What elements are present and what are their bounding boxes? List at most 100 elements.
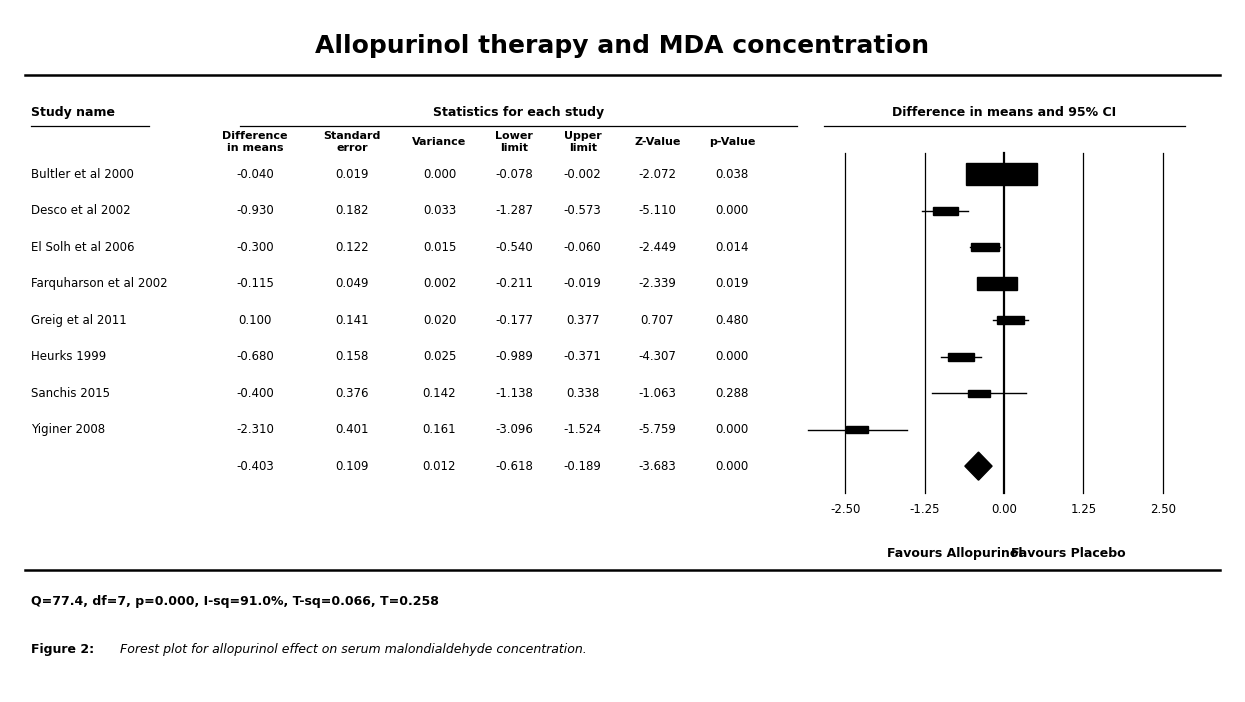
Text: 2.50: 2.50 — [1150, 503, 1175, 516]
Text: -0.115: -0.115 — [237, 277, 274, 290]
Text: 0.122: 0.122 — [335, 241, 370, 253]
Text: -0.300: -0.300 — [237, 241, 274, 253]
Bar — [966, 163, 1037, 185]
Text: Favours Placebo: Favours Placebo — [1011, 548, 1125, 560]
Text: 0.012: 0.012 — [423, 460, 456, 472]
Text: Lower
limit: Lower limit — [496, 131, 533, 152]
Text: 0.158: 0.158 — [336, 350, 369, 363]
Text: 0.025: 0.025 — [423, 350, 456, 363]
Text: -0.040: -0.040 — [237, 168, 274, 180]
Text: -3.683: -3.683 — [639, 460, 676, 472]
Text: 0.019: 0.019 — [336, 168, 369, 180]
Text: 0.182: 0.182 — [336, 204, 369, 217]
Text: -5.110: -5.110 — [639, 204, 676, 217]
Text: 0.002: 0.002 — [423, 277, 456, 290]
Text: -0.371: -0.371 — [564, 350, 601, 363]
Text: -2.072: -2.072 — [639, 168, 676, 180]
Text: 0.109: 0.109 — [336, 460, 369, 472]
Text: -3.096: -3.096 — [496, 423, 533, 436]
Bar — [997, 316, 1023, 324]
Text: -0.019: -0.019 — [564, 277, 601, 290]
Text: 0.000: 0.000 — [423, 168, 456, 180]
Text: 0.707: 0.707 — [641, 314, 674, 326]
Text: Allopurinol therapy and MDA concentration: Allopurinol therapy and MDA concentratio… — [315, 34, 930, 58]
Text: -2.449: -2.449 — [639, 241, 676, 253]
Text: -0.400: -0.400 — [237, 387, 274, 399]
Text: 0.049: 0.049 — [336, 277, 369, 290]
Text: Heurks 1999: Heurks 1999 — [31, 350, 106, 363]
Text: 0.015: 0.015 — [423, 241, 456, 253]
Text: Favours Allopurinol: Favours Allopurinol — [886, 548, 1022, 560]
Text: -5.759: -5.759 — [639, 423, 676, 436]
Text: -2.339: -2.339 — [639, 277, 676, 290]
Text: -0.078: -0.078 — [496, 168, 533, 180]
Polygon shape — [965, 452, 992, 480]
Text: 0.000: 0.000 — [716, 350, 748, 363]
Text: -0.540: -0.540 — [496, 241, 533, 253]
Text: -1.063: -1.063 — [639, 387, 676, 399]
Text: 0.000: 0.000 — [716, 204, 748, 217]
Text: 0.338: 0.338 — [566, 387, 599, 399]
Bar — [933, 206, 957, 215]
Text: Difference in means and 95% CI: Difference in means and 95% CI — [891, 106, 1117, 119]
Text: -0.189: -0.189 — [564, 460, 601, 472]
Text: Study name: Study name — [31, 106, 115, 119]
Text: -1.138: -1.138 — [496, 387, 533, 399]
Text: -0.403: -0.403 — [237, 460, 274, 472]
Text: -4.307: -4.307 — [639, 350, 676, 363]
Text: Bultler et al 2000: Bultler et al 2000 — [31, 168, 134, 180]
Text: -0.618: -0.618 — [496, 460, 533, 472]
Text: Desco et al 2002: Desco et al 2002 — [31, 204, 131, 217]
Text: 0.014: 0.014 — [716, 241, 748, 253]
Text: 0.376: 0.376 — [336, 387, 369, 399]
Text: Farquharson et al 2002: Farquharson et al 2002 — [31, 277, 168, 290]
Text: 0.000: 0.000 — [716, 460, 748, 472]
Text: Z-Value: Z-Value — [634, 137, 681, 147]
Text: 0.020: 0.020 — [423, 314, 456, 326]
Text: Upper
limit: Upper limit — [564, 131, 601, 152]
Text: -0.680: -0.680 — [237, 350, 274, 363]
Text: -0.211: -0.211 — [496, 277, 533, 290]
Text: 0.019: 0.019 — [716, 277, 748, 290]
Text: 0.141: 0.141 — [335, 314, 370, 326]
Text: 0.377: 0.377 — [566, 314, 599, 326]
Text: 0.161: 0.161 — [422, 423, 457, 436]
Text: -2.50: -2.50 — [830, 503, 860, 516]
Text: Figure 2:: Figure 2: — [31, 643, 98, 656]
Text: 0.00: 0.00 — [991, 503, 1017, 516]
Text: Forest plot for allopurinol effect on serum malondialdehyde concentration.: Forest plot for allopurinol effect on se… — [120, 643, 586, 656]
Bar — [971, 243, 998, 251]
Text: -1.25: -1.25 — [910, 503, 940, 516]
Text: 0.100: 0.100 — [239, 314, 271, 326]
Text: 1.25: 1.25 — [1071, 503, 1097, 516]
Text: 0.288: 0.288 — [716, 387, 748, 399]
Text: -0.930: -0.930 — [237, 204, 274, 217]
Text: -1.524: -1.524 — [564, 423, 601, 436]
Text: Standard
error: Standard error — [324, 131, 381, 152]
Text: Sanchis 2015: Sanchis 2015 — [31, 387, 110, 399]
Text: Variance: Variance — [412, 137, 467, 147]
Text: 0.033: 0.033 — [423, 204, 456, 217]
Bar — [977, 277, 1016, 290]
Text: -0.060: -0.060 — [564, 241, 601, 253]
Bar — [967, 390, 990, 397]
Text: Yiginer 2008: Yiginer 2008 — [31, 423, 106, 436]
Text: -0.573: -0.573 — [564, 204, 601, 217]
Text: 0.142: 0.142 — [422, 387, 457, 399]
Text: -1.287: -1.287 — [496, 204, 533, 217]
Text: -2.310: -2.310 — [237, 423, 274, 436]
Text: 0.000: 0.000 — [716, 423, 748, 436]
Bar — [947, 352, 974, 361]
Bar — [847, 426, 869, 433]
Text: p-Value: p-Value — [708, 137, 756, 147]
Text: Greig et al 2011: Greig et al 2011 — [31, 314, 127, 326]
Text: 0.480: 0.480 — [716, 314, 748, 326]
Text: -0.002: -0.002 — [564, 168, 601, 180]
Text: Difference
in means: Difference in means — [223, 131, 288, 152]
Text: 0.038: 0.038 — [716, 168, 748, 180]
Text: Q=77.4, df=7, p=0.000, I-sq=91.0%, T-sq=0.066, T=0.258: Q=77.4, df=7, p=0.000, I-sq=91.0%, T-sq=… — [31, 595, 439, 608]
Text: -0.177: -0.177 — [496, 314, 533, 326]
Text: 0.401: 0.401 — [336, 423, 369, 436]
Text: -0.989: -0.989 — [496, 350, 533, 363]
Text: El Solh et al 2006: El Solh et al 2006 — [31, 241, 134, 253]
